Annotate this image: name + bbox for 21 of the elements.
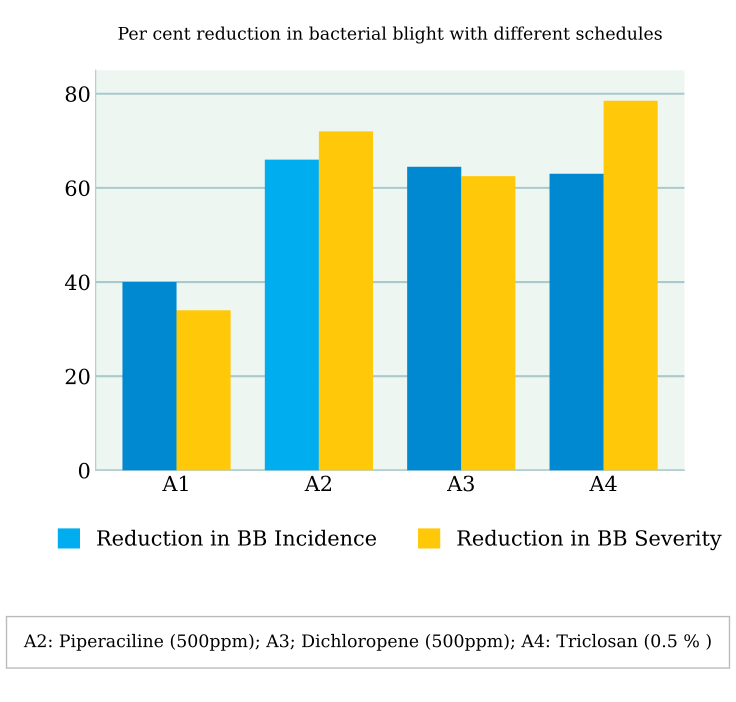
chart-title: Per cent reduction in bacterial blight with different schedules [118,26,662,44]
y-tick-label: 80 [66,86,90,102]
text: A2: Piperaciline (500ppm); A3; Dichloropene (500ppm); A4: Triclosan (0.5 % ) [24,634,711,651]
x-tick-label: A2 [304,476,332,492]
y-tick-label: 60 [66,180,90,196]
bar [604,100,658,470]
bar [550,174,604,470]
legend-label: Reduction in BB Severity [457,530,722,550]
bar [461,176,516,470]
bar [264,160,319,470]
y-tick-label: 20 [66,368,90,384]
bar [407,166,462,470]
x-tick-label: A3 [446,476,474,492]
bar [176,310,231,470]
y-tick-label: 0 [78,462,90,479]
x-tick-label: A1 [162,476,188,492]
bar [122,282,177,470]
y-tick-label: 40 [64,274,90,290]
x-tick-label: A4 [589,476,617,492]
bar [318,131,373,470]
legend-label: Reduction in BB Incidence [97,530,376,546]
